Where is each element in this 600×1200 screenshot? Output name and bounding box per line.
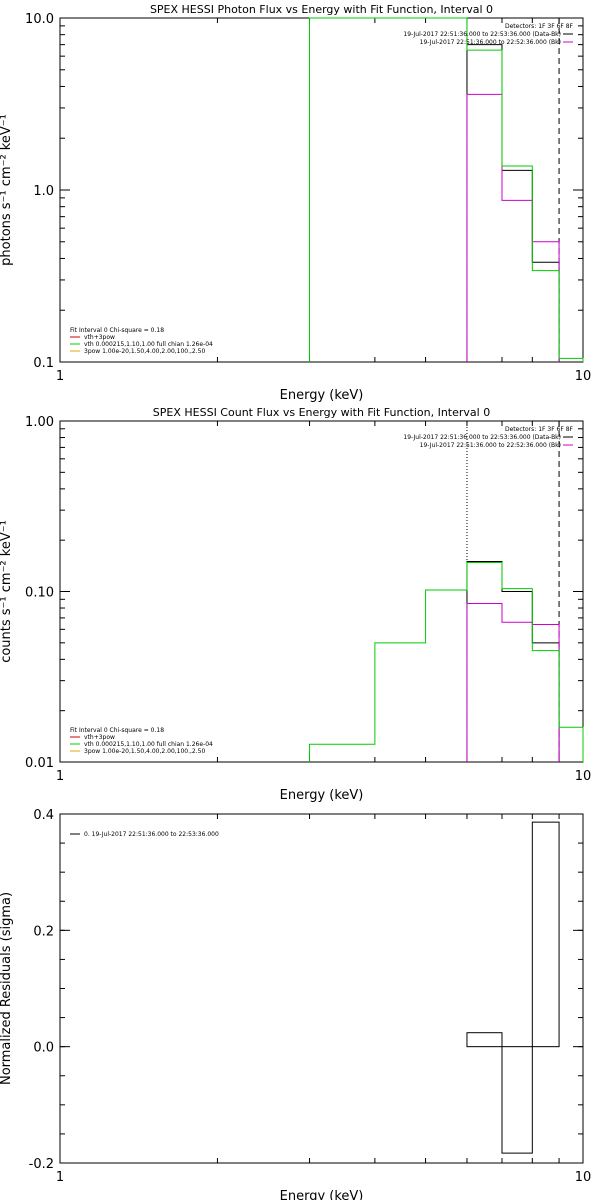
x-axis-label: Energy (keV) — [280, 1189, 364, 1200]
y-axis-label: counts s⁻¹ cm⁻² keV⁻¹ — [0, 520, 14, 663]
legend-entry: 19-Jul-2017 22:51:36.000 to 22:53:36.000… — [403, 434, 561, 441]
chart-panel-1: SPEX HESSI Photon Flux vs Energy with Fi… — [0, 3, 591, 403]
legend-fit-entry: 3pow 1.00e-20,1.50,4.00,2.00,100.,2.50 — [84, 748, 205, 755]
legend-entry: 19-Jul-2017 22:51:36.000 to 22:52:36.000… — [420, 39, 561, 46]
legend-fit-entry: Fit Interval 0 Chi-square = 0.18 — [70, 727, 164, 734]
series-data-bk — [466, 560, 560, 762]
y-tick-label: 0.2 — [33, 924, 54, 939]
legend-fit-entry: vth 0.000215,1.10,1.00 full chian 1.26e-… — [84, 741, 213, 748]
chart-title: SPEX HESSI Photon Flux vs Energy with Fi… — [150, 3, 493, 16]
chart-panel-2: SPEX HESSI Count Flux vs Energy with Fit… — [0, 406, 591, 803]
y-tick-label: 1.0 — [33, 184, 54, 199]
y-tick-label: 0.0 — [33, 1041, 54, 1056]
x-tick-label: 10 — [575, 369, 592, 384]
x-tick-label: 10 — [575, 1170, 592, 1185]
y-tick-label: -0.2 — [29, 1157, 54, 1172]
series-bk — [466, 603, 560, 762]
y-tick-label: 0.01 — [25, 756, 54, 771]
series-fit — [309, 561, 584, 762]
y-tick-label: 0.4 — [33, 808, 54, 823]
plot-frame — [59, 17, 584, 363]
x-axis-label: Energy (keV) — [280, 788, 364, 803]
legend-detectors: Detectors: 1F 3F 6F 8F — [505, 426, 574, 433]
y-tick-label: 10.0 — [25, 12, 54, 27]
chart-panel-3: 1 10 Energy (keV) -0.2 0.0 0.2 0.4 Normalized R… — [0, 808, 591, 1200]
residual-bar — [466, 1032, 503, 1048]
plot-frame — [59, 813, 584, 1164]
legend-fit-entry: Fit Interval 0 Chi-square = 0.18 — [70, 327, 164, 334]
residual-bar — [531, 821, 560, 1048]
legend-detectors: Detectors: 1F 3F 6F 8F — [505, 23, 574, 30]
y-tick-label: 0.1 — [33, 356, 54, 371]
y-axis-label: photons s⁻¹ cm⁻² keV⁻¹ — [0, 114, 14, 266]
legend-entry: 19-Jul-2017 22:51:36.000 to 22:53:36.000… — [403, 31, 561, 38]
y-axis-label: Normalized Residuals (sigma) — [0, 892, 14, 1085]
legend-fit-entry: 3pow 1.00e-20,1.50,4.00,2.00,100.,2.50 — [84, 348, 205, 355]
legend-fit-entry: vth+3pow — [84, 334, 115, 341]
x-axis-label: Energy (keV) — [280, 388, 364, 403]
residual-bar — [501, 1046, 533, 1154]
x-tick-label: 10 — [575, 769, 592, 784]
series-fit — [309, 17, 584, 362]
legend-entry: 19-Jul-2017 22:51:36.000 to 22:52:36.000… — [420, 442, 561, 449]
y-tick-label: 1.00 — [25, 415, 54, 430]
series-bk — [466, 93, 560, 362]
x-tick-label: 1 — [56, 769, 64, 784]
legend-entry: 0. 19-Jul-2017 22:51:36.000 to 22:53:36.… — [84, 831, 219, 838]
legend-fit-entry: vth+3pow — [84, 734, 115, 741]
legend-fit-entry: vth 0.000215,1.10,1.00 full chian 1.26e-… — [84, 341, 213, 348]
x-tick-label: 1 — [56, 1170, 64, 1185]
x-tick-label: 1 — [56, 369, 64, 384]
chart-title: SPEX HESSI Count Flux vs Energy with Fit… — [153, 406, 490, 419]
y-tick-label: 0.10 — [25, 586, 54, 601]
series-data-bk — [466, 44, 560, 362]
